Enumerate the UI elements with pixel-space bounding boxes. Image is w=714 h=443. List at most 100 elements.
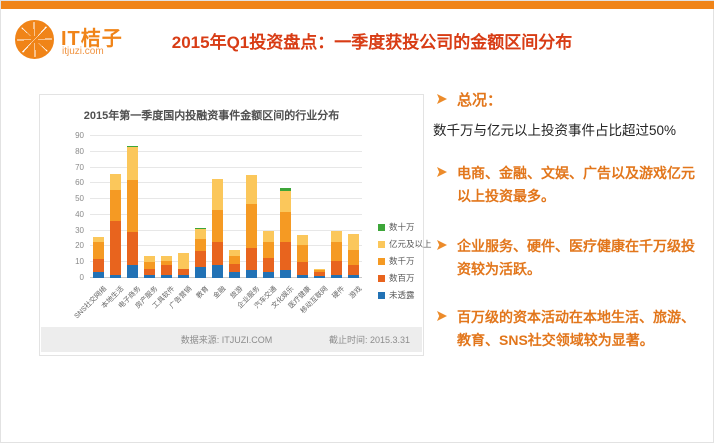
legend-item: 亿元及以上 (378, 238, 432, 250)
bullet-baiwan-level-text: 百万级的资本活动在本地生活、旅游、教育、SNS社交领域较为显著。 (457, 309, 695, 349)
bar-segment (195, 251, 206, 267)
gridline (90, 182, 362, 184)
bar-column (212, 178, 223, 278)
bar-segment (195, 227, 206, 230)
bar-column (331, 230, 342, 278)
arrow-bullet-icon (437, 311, 447, 321)
bar-segment (93, 237, 104, 242)
bar-segment (110, 221, 121, 275)
bar-segment (297, 244, 308, 263)
bar-segment (297, 235, 308, 245)
x-axis-labels: SNS社交网络 本地生活 电子商务 房产服务 工具软件 广告营销 教育 金融 旅游 企业服务 汽车交… (73, 281, 363, 323)
bar-segment (263, 271, 274, 278)
legend-swatch-icon (378, 257, 385, 265)
plot-area: 0 10 20 30 40 50 60 70 80 90 (75, 131, 362, 282)
bar-segment (297, 274, 308, 278)
bar-segment (246, 248, 257, 271)
bar-segment (212, 178, 223, 211)
bar-segment (331, 274, 342, 278)
gridline (90, 213, 362, 215)
data-source-label: 数据来源: ITJUZI.COM (180, 335, 273, 345)
bar-segment (331, 230, 342, 242)
bar-segment (331, 241, 342, 261)
bar-segment (263, 257, 274, 272)
bar-segment (161, 265, 172, 275)
chart-legend: 数十万亿元及以上数千万数百万未透露 (378, 221, 432, 306)
bar-segment (348, 233, 359, 250)
bar-segment (110, 173, 121, 190)
bar-segment (161, 260, 172, 266)
bullet-baiwan-level: 百万级的资本活动在本地生活、旅游、教育、SNS社交领域较为显著。 (433, 306, 705, 352)
bar-segment (127, 265, 138, 278)
bar-segment (161, 274, 172, 278)
bar-segment (93, 271, 104, 278)
bar-segment (212, 210, 223, 242)
bar-column (314, 268, 325, 278)
top-accent-bar (1, 1, 714, 9)
bar-column (348, 233, 359, 278)
bar-segment (110, 274, 121, 278)
gridline (90, 150, 362, 152)
bar-segment (263, 230, 274, 242)
bar-column (246, 175, 257, 278)
legend-label: 数千万 (389, 256, 415, 266)
bar-segment (144, 274, 155, 278)
y-tick-label: 0 (79, 273, 84, 282)
bar-column (127, 145, 138, 278)
bar-segment (314, 268, 325, 271)
bar-segment (195, 238, 206, 252)
y-tick-label: 70 (75, 162, 84, 172)
bar-segment (280, 188, 291, 192)
bar-segment (348, 274, 359, 278)
logo-name: IT桔子 (61, 28, 123, 50)
bar-column (195, 227, 206, 278)
bar-segment (280, 270, 291, 278)
bar-column (161, 255, 172, 278)
y-tick-label: 80 (75, 146, 84, 156)
chart-footer: 数据来源: ITJUZI.COM 截止时间: 2015.3.31 (41, 327, 422, 352)
gridline (90, 166, 362, 168)
bar-segment (348, 265, 359, 275)
bar-segment (127, 147, 138, 181)
bar-segment (229, 263, 240, 272)
gridline (90, 229, 362, 231)
bar-segment (144, 268, 155, 275)
bar-segment (246, 203, 257, 249)
legend-label: 数十万 (389, 222, 415, 232)
bar-segment (93, 241, 104, 260)
bar-segment (195, 229, 206, 239)
arrow-bullet-icon (437, 240, 447, 250)
bar-column (93, 237, 104, 278)
bar-segment (246, 270, 257, 278)
legend-label: 数百万 (389, 273, 415, 283)
bar-segment (263, 241, 274, 258)
itjuzi-logo: IT桔子 itjuzi.com (15, 20, 165, 64)
y-tick-label: 20 (75, 241, 84, 251)
bar-segment (212, 265, 223, 278)
bar-segment (297, 262, 308, 275)
bar-segment (331, 260, 342, 275)
chart-title: 2015年第一季度国内投融资事件金额区间的行业分布 (83, 110, 340, 122)
bar-segment (161, 255, 172, 261)
bar-segment (314, 276, 325, 278)
bar-column (280, 188, 291, 278)
page-title: 2015年Q1投资盘点：一季度获投公司的金额区间分布 (171, 33, 573, 52)
bar-segment (314, 271, 325, 277)
legend-item: 数千万 (378, 255, 432, 267)
bullet-qianwan-level: 企业服务、硬件、医疗健康在千万级投资较为活跃。 (433, 235, 705, 281)
legend-item: 数十万 (378, 221, 432, 233)
bar-segment (195, 266, 206, 278)
arrow-bullet-icon (437, 167, 447, 177)
bullet-overview-heading: 总况： (457, 92, 503, 109)
bar-segment (280, 241, 291, 271)
legend-label: 未透露 (389, 290, 415, 300)
bar-segment (144, 262, 155, 269)
legend-label: 亿元及以上 (389, 239, 432, 249)
x-axis-line (90, 277, 362, 278)
bar-segment (178, 268, 189, 275)
x-axis-label: 硬件 (331, 285, 346, 301)
y-tick-label: 60 (75, 178, 84, 188)
arrow-bullet-icon (437, 94, 447, 104)
y-tick-label: 90 (75, 131, 84, 140)
y-tick-label: 40 (75, 209, 84, 219)
